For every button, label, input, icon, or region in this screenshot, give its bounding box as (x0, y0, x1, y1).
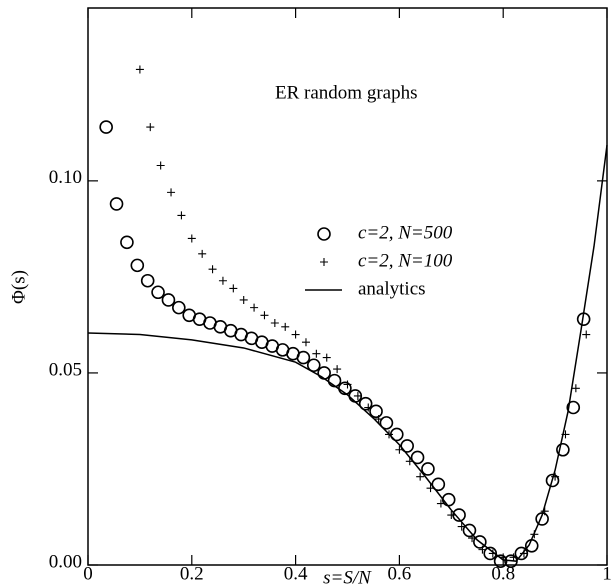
plus-point (239, 295, 248, 304)
circle-point (151, 285, 165, 300)
legend-label: c=2, N=500 (358, 222, 453, 243)
plus-point (312, 349, 321, 358)
plus-point (198, 249, 207, 258)
plus-point (301, 338, 310, 347)
circle-point (358, 396, 373, 411)
plus-point (582, 330, 591, 339)
circle-point (161, 293, 176, 307)
plus-point (281, 322, 290, 331)
circle-point (556, 442, 570, 457)
circle-point (462, 523, 477, 538)
plus-point (571, 384, 580, 393)
y-tick-label: 0.05 (49, 359, 82, 380)
plus-point (395, 445, 404, 454)
plus-point (177, 211, 186, 220)
plus-point (343, 380, 352, 389)
circle-point (410, 450, 425, 465)
circle-point (545, 473, 560, 488)
legend-swatch (317, 227, 331, 241)
plus-point (208, 265, 217, 274)
circle-point (140, 273, 155, 288)
legend-swatch (320, 258, 328, 266)
plus-point (478, 545, 487, 554)
plus-point (322, 353, 331, 362)
plus-point (167, 188, 176, 197)
plus-point (426, 484, 435, 493)
plus-point (416, 472, 425, 481)
plus-point (187, 234, 196, 243)
plus-point (447, 511, 456, 520)
plus-point (436, 499, 445, 508)
legend-label: c=2, N=100 (358, 250, 453, 271)
circle-point (421, 462, 435, 476)
plus-point (333, 365, 342, 374)
x-tick-label: 0.2 (180, 563, 204, 584)
circle-point (493, 554, 508, 568)
circle-point (473, 535, 487, 549)
circle-point (296, 350, 311, 365)
circle-point (99, 120, 113, 134)
circle-point (172, 300, 186, 315)
circle-point (524, 538, 539, 553)
plus-point (250, 303, 259, 312)
circle-point (130, 258, 145, 273)
plus-point (291, 330, 300, 339)
x-tick-label: 1 (602, 563, 612, 584)
y-axis-label: Φ(s) (8, 270, 29, 304)
circle-point (566, 400, 581, 415)
circle-point (317, 366, 331, 380)
circle-point (109, 197, 124, 211)
y-tick-label: 0.00 (49, 551, 82, 572)
analytic-curve (87, 145, 608, 562)
plus-point (551, 472, 560, 481)
plot-frame (87, 7, 608, 566)
circle-point (327, 373, 342, 388)
plus-point (509, 553, 518, 562)
plus-point (229, 284, 238, 293)
legend-label: analytics (358, 278, 426, 299)
circle-point (431, 477, 446, 492)
plus-point (156, 161, 165, 170)
plus-point (374, 415, 383, 424)
plus-point (146, 123, 155, 132)
plus-point (218, 276, 227, 285)
plus-point (457, 522, 466, 531)
x-tick-label: 0.4 (284, 563, 308, 584)
x-tick-label: 0.8 (491, 563, 515, 584)
annotation: ER random graphs (275, 82, 417, 103)
x-tick-label: 0.6 (388, 563, 412, 584)
circle-point (120, 235, 134, 250)
plus-point (353, 391, 362, 400)
y-tick-label: 0.10 (49, 167, 82, 188)
circle-point (379, 416, 394, 430)
circle-point (369, 404, 383, 419)
x-axis-label: s=S/N (323, 567, 372, 586)
circle-point (306, 358, 321, 373)
plus-point (270, 318, 279, 327)
x-tick-label: 0 (83, 563, 93, 584)
plus-point (364, 403, 373, 412)
plus-point (260, 311, 269, 320)
plus-point (135, 65, 144, 74)
